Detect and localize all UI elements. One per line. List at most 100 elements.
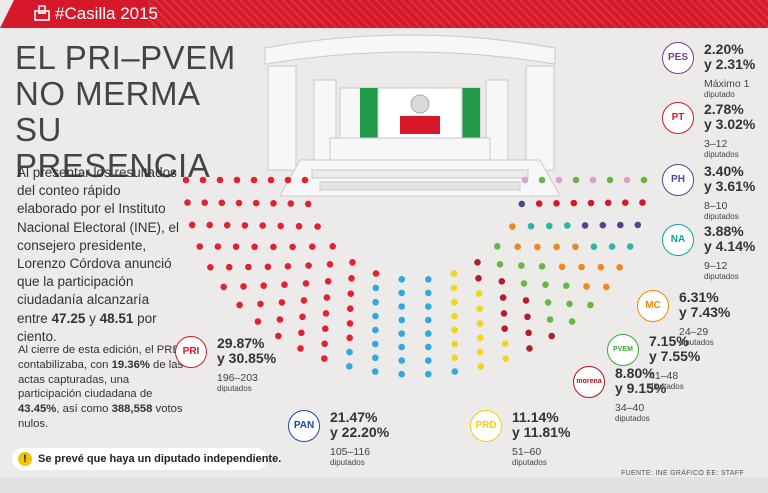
seat-dot (534, 243, 541, 251)
prep-null-votes-value: 388,558 (111, 403, 153, 416)
seat-dot (520, 280, 528, 287)
seat-dot (245, 263, 252, 271)
seat-dot (538, 263, 546, 270)
panal-logo-icon: NA (662, 224, 694, 256)
pan-logo-icon: PAN (288, 410, 320, 442)
seat-dots (182, 176, 648, 378)
seat-dot (257, 300, 264, 308)
independent-note: ! Se prevé que haya un diputado independ… (12, 448, 281, 470)
seat-dot (535, 200, 543, 207)
ph-seat-unit: diputados (704, 212, 739, 221)
seat-dot (323, 294, 331, 301)
mc-pct-high: y 7.43% (679, 304, 731, 320)
pri-seat-range: 196–203 (217, 372, 258, 384)
seat-dot (451, 354, 459, 362)
seat-dot (640, 176, 648, 184)
pt-vote-range: 2.78% y 3.02% (704, 102, 755, 132)
seat-dot (570, 199, 578, 207)
seat-dot (608, 243, 616, 250)
seat-dot (223, 221, 231, 229)
mc-vote-range: 6.31% y 7.43% (679, 290, 730, 320)
seat-dot (603, 283, 610, 291)
seat-dot (220, 283, 227, 291)
seat-dot (589, 176, 597, 184)
panal-pct-high: y 4.14% (704, 238, 756, 254)
morena-logo-icon: morena (573, 366, 605, 398)
pt-logo-icon: PT (662, 102, 694, 134)
seat-dot (349, 259, 356, 266)
party-morena: morena 8.80% y 9.15% 34–40 diputados (573, 366, 673, 426)
seat-dot (476, 305, 484, 313)
seat-dot (451, 298, 458, 306)
seat-dot (372, 270, 380, 277)
prep-actas-value: 19.36% (111, 358, 150, 371)
pan-seat-unit: diputados (330, 458, 365, 467)
seat-dot (499, 294, 507, 301)
seat-dot (546, 222, 553, 230)
seat-dot (371, 368, 379, 375)
seat-dot (522, 297, 530, 304)
tribune-illustration (264, 34, 561, 197)
seat-dot (425, 289, 432, 297)
seat-dot (250, 176, 258, 184)
seat-dot (451, 312, 458, 320)
party-prd: PRD 11.14% y 11.81% 51–60 diputados (470, 410, 570, 470)
seat-dot (218, 199, 226, 207)
seat-dot (233, 176, 241, 184)
seat-dot (581, 222, 589, 229)
seat-dot (587, 199, 595, 207)
prd-pct-high: y 11.81% (512, 424, 571, 440)
seat-dot (300, 297, 308, 304)
party-pan: PAN 21.47% y 22.20% 105–116 diputados (288, 410, 389, 470)
header-bar: #Casilla 2015 (0, 0, 768, 28)
headline: EL PRI–PVEM NO MERMA SU PRESENCIA (15, 40, 265, 184)
range-sep: y (85, 310, 100, 326)
seat-dot (425, 330, 432, 337)
seat-dot (398, 303, 406, 310)
seat-dot (450, 284, 458, 292)
mc-pct-low: 6.31% (679, 289, 719, 305)
pes-seat-unit: diputado (704, 90, 735, 99)
seat-dot (578, 263, 585, 271)
range-tail: por ciento. (17, 310, 157, 344)
seat-dot (425, 343, 432, 351)
pt-pct-high: y 3.02% (704, 116, 756, 132)
seat-dot (277, 222, 285, 230)
seat-dot (521, 176, 529, 184)
pt-pct-low: 2.78% (704, 101, 744, 117)
seat-dot (207, 264, 214, 271)
seat-dot (346, 363, 353, 370)
party-pvem: PVEM 7.15% y 7.55% 41–48 diputados (607, 334, 707, 394)
seat-dot (568, 318, 576, 325)
seat-dot (284, 176, 292, 184)
seat-dot (558, 263, 566, 271)
seat-dot (514, 243, 521, 250)
seat-dot (372, 284, 380, 292)
seat-dot (372, 312, 379, 320)
ph-vote-range: 3.40% y 3.61% (704, 164, 755, 194)
seat-dot (236, 301, 243, 309)
pan-vote-range: 21.47% y 22.20% (330, 410, 389, 440)
party-mc: MC 6.31% y 7.43% 24–29 diputados (637, 290, 737, 350)
seat-dot (278, 299, 286, 306)
morena-pct-low: 8.80% (615, 365, 655, 381)
seat-dot (289, 243, 296, 251)
ballot-box-icon (34, 5, 50, 21)
seat-dot (616, 264, 623, 271)
seat-dot (287, 200, 295, 207)
pt-seat-range: 3–12 (704, 138, 728, 150)
prep-text-3: , así como (56, 403, 112, 416)
seat-dot (372, 298, 379, 306)
pvem-pct-high: y 7.55% (649, 348, 701, 364)
seat-dot (451, 326, 458, 334)
pes-logo-icon: PES (662, 42, 694, 74)
seat-dot (475, 275, 482, 282)
seat-dot (264, 263, 272, 271)
seat-dot (281, 281, 288, 289)
seat-dot (398, 343, 406, 351)
header-pattern (148, 0, 768, 28)
seat-dot (425, 316, 432, 324)
seat-dot (314, 223, 321, 230)
prd-pct-low: 11.14% (512, 409, 559, 425)
